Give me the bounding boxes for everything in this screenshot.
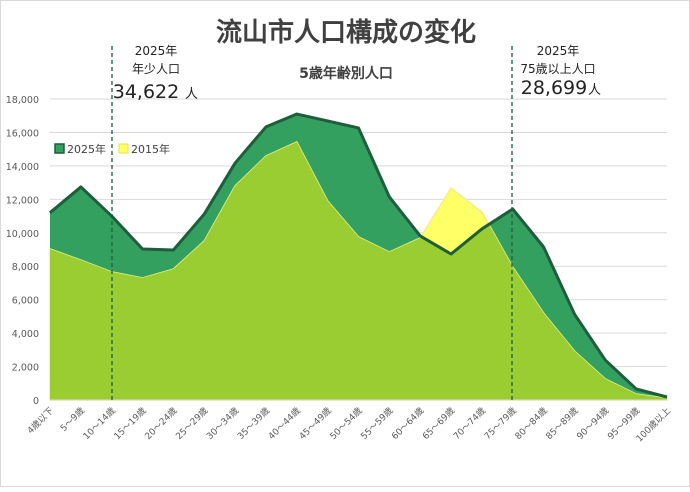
y-tick-label: 18,000	[6, 95, 39, 106]
legend-swatch-2015	[119, 144, 128, 153]
y-tick-label: 6,000	[12, 296, 39, 307]
annotation-young-unit: 人	[185, 87, 198, 102]
chart-subtitle: 5歳年齢別人口	[299, 65, 393, 82]
x-tick-label: 75～79歳	[481, 405, 518, 442]
y-tick-label: 8,000	[12, 262, 39, 273]
x-tick-label: 20～24歳	[142, 405, 179, 442]
x-tick-label: 10～14歳	[80, 405, 117, 442]
y-tick-label: 14,000	[6, 162, 39, 173]
annotation-elderly-unit: 人	[588, 83, 601, 98]
y-tick-label: 16,000	[6, 128, 39, 139]
x-tick-label: 25～29歳	[173, 405, 210, 442]
annotation-elderly-year: 2025年	[537, 44, 580, 58]
annotation-young: 2025年 年少人口 34,622 人	[113, 44, 198, 103]
x-tick-label: 40～44歳	[266, 405, 303, 442]
annotation-elderly-label: 75歳以上人口	[520, 62, 595, 76]
y-tick-label: 4,000	[12, 329, 39, 340]
chart-title: 流山市人口構成の変化	[216, 17, 476, 48]
legend-label-2025: 2025年	[67, 142, 106, 156]
annotation-elderly: 2025年 75歳以上人口 28,699 人	[520, 44, 601, 99]
x-tick-label: 30～34歳	[204, 405, 241, 442]
x-tick-label: 15～19歳	[111, 405, 148, 442]
x-tick-label: 50～54歳	[327, 405, 364, 442]
annotation-young-value: 34,622	[113, 81, 179, 103]
y-tick-label: 2,000	[12, 363, 39, 374]
legend-label-2015: 2015年	[131, 142, 170, 156]
x-tick-label: 35～39歳	[235, 405, 272, 442]
x-tick-label: 65～69歳	[420, 405, 457, 442]
annotation-elderly-value: 28,699	[521, 77, 587, 99]
x-tick-label: 45～49歳	[296, 405, 333, 442]
x-tick-label: 80～84歳	[512, 405, 549, 442]
x-tick-label: 60～64歳	[389, 405, 426, 442]
y-tick-label: 10,000	[6, 229, 39, 240]
x-tick-label: 5～9歳	[58, 405, 87, 434]
x-tick-label: 70～74歳	[451, 405, 488, 442]
legend-swatch-2025	[55, 144, 64, 153]
x-tick-label: 55～59歳	[358, 405, 395, 442]
y-tick-label: 12,000	[6, 195, 39, 206]
y-tick-label: 0	[33, 396, 39, 407]
annotation-young-year: 2025年	[135, 44, 178, 58]
x-tick-label: 90～94歳	[574, 405, 611, 442]
x-tick-label: 4歳以下	[24, 405, 56, 437]
x-tick-label: 85～89歳	[543, 405, 580, 442]
annotation-young-label: 年少人口	[132, 62, 180, 76]
